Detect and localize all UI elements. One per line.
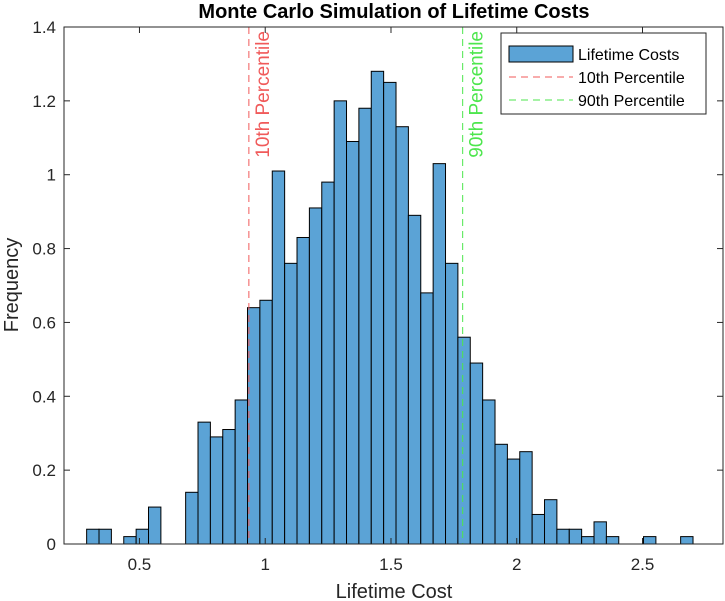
histogram-bar <box>568 528 583 545</box>
histogram-bar <box>333 100 348 545</box>
histogram-bar <box>581 536 595 545</box>
x-tick-label: 1 <box>260 555 269 574</box>
histogram-bar <box>432 163 447 545</box>
histogram-bar <box>358 107 372 545</box>
histogram-bar <box>519 451 533 545</box>
y-tick-label: 0.2 <box>32 461 56 480</box>
histogram-bar <box>605 536 620 545</box>
histogram-bar <box>643 536 657 545</box>
y-tick-label: 0.8 <box>32 240 56 259</box>
legend-entry-label: 90th Percentile <box>578 93 685 110</box>
x-tick-label: 2 <box>512 555 521 574</box>
y-tick-label: 1.2 <box>32 92 56 111</box>
histogram-bar <box>346 140 360 545</box>
histogram-bar <box>482 399 496 545</box>
histogram-bar <box>469 362 484 545</box>
histogram-bar <box>506 458 521 545</box>
legend: Lifetime Costs 10th Percentile 90th Percen… <box>500 32 707 115</box>
histogram-bar <box>148 506 162 545</box>
histogram-bar <box>445 262 459 545</box>
percentile-line-label: 10th Percentile <box>253 31 274 158</box>
histogram-bar <box>296 236 310 545</box>
chart-title: Monte Carlo Simulation of Lifetime Costs <box>198 1 589 23</box>
y-tick-label: 0.6 <box>32 313 56 332</box>
y-tick-label: 0 <box>47 535 56 554</box>
legend-swatch-bars <box>508 45 574 63</box>
histogram-bar <box>407 214 422 545</box>
y-axis-title: Frequency <box>1 238 23 333</box>
histogram-bar <box>98 528 112 545</box>
histogram-bar <box>680 536 694 545</box>
histogram-bar <box>457 336 471 545</box>
histogram-bar <box>593 521 607 545</box>
histogram-bar <box>259 299 273 545</box>
percentile-lines-group: 10th Percentile 90th Percentile <box>248 27 488 544</box>
histogram-bar <box>123 536 137 545</box>
x-axis-ticks: 0.5 1 1.5 2 2.5 <box>128 27 655 574</box>
histogram-bar <box>370 70 385 545</box>
histogram-bar <box>135 528 150 545</box>
histogram-bar <box>383 81 397 545</box>
bars-group <box>86 70 694 545</box>
histogram-bar <box>308 207 323 545</box>
histogram-bar <box>531 513 546 545</box>
histogram-bar <box>544 499 558 545</box>
x-axis-title: Lifetime Cost <box>336 581 453 601</box>
histogram-bar <box>420 292 434 545</box>
histogram-bar <box>197 421 211 545</box>
y-tick-label: 1.4 <box>32 18 56 37</box>
histogram-bar <box>234 399 249 545</box>
percentile-line-label: 90th Percentile <box>467 31 488 158</box>
histogram-bar <box>395 126 409 545</box>
x-tick-label: 0.5 <box>128 555 152 574</box>
y-axis-ticks: 0 0.2 0.4 0.6 0.8 1 1.2 1.4 <box>32 18 723 554</box>
histogram-bar <box>271 170 286 545</box>
histogram-bar <box>284 262 298 545</box>
y-tick-label: 1 <box>47 166 56 185</box>
histogram-bar <box>185 491 199 545</box>
plot-frame <box>63 26 724 545</box>
x-tick-label: 2.5 <box>631 555 655 574</box>
histogram-bar <box>86 528 100 545</box>
legend-entry-label: Lifetime Costs <box>578 47 679 64</box>
histogram-bar <box>209 436 224 545</box>
histogram-bar <box>494 443 508 545</box>
histogram-bar <box>556 528 570 545</box>
x-tick-label: 1.5 <box>379 555 403 574</box>
histogram-bar <box>222 429 236 545</box>
histogram-bar <box>321 181 335 545</box>
legend-entry-label: 10th Percentile <box>578 70 685 87</box>
y-tick-label: 0.4 <box>32 387 56 406</box>
